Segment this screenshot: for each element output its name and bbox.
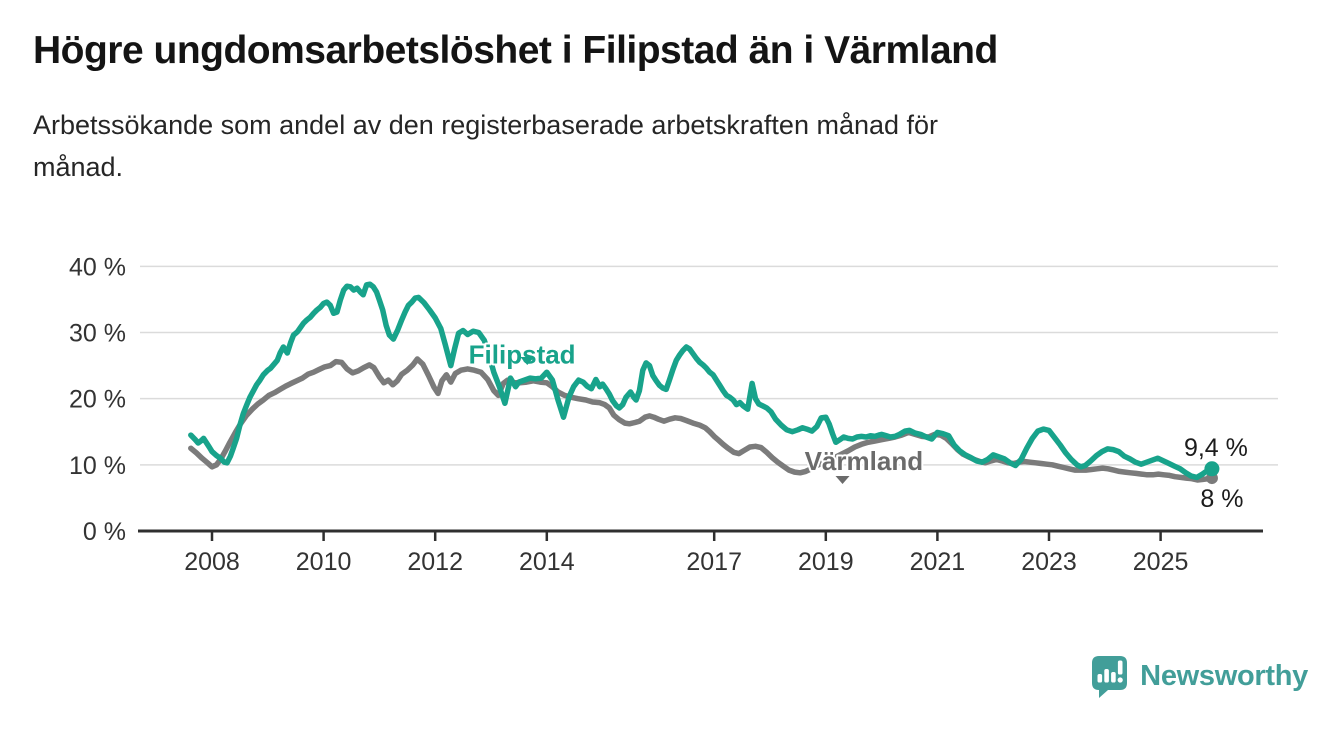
y-tick-label: 40 % — [69, 253, 126, 281]
x-tick-label: 2019 — [798, 548, 854, 576]
series-label-varmland: Värmland — [805, 446, 924, 476]
x-tick-label: 2012 — [407, 548, 463, 576]
filipstad-end-dot — [1204, 461, 1220, 477]
y-tick-label: 20 % — [69, 386, 126, 414]
varmland-line — [188, 356, 1215, 483]
x-tick-label: 2008 — [184, 548, 240, 576]
chart-header: Högre ungdomsarbetslöshet i Filipstad än… — [0, 0, 1340, 188]
y-tick-label: 0 % — [83, 518, 126, 546]
newsworthy-logo: Newsworthy — [1089, 654, 1308, 698]
page-subtitle-line-2: månad. — [33, 151, 124, 182]
filipstad-line — [188, 281, 1215, 481]
page-title: Högre ungdomsarbetslöshet i Filipstad än… — [33, 29, 998, 72]
page-subtitle-line-1: Arbetssökande som andel av den registerb… — [33, 109, 939, 140]
x-tick-label: 2023 — [1021, 548, 1077, 576]
x-tick-label: 2014 — [519, 548, 575, 576]
series-label-caret — [520, 356, 535, 365]
x-tick-label: 2017 — [686, 548, 742, 576]
page-subtitle: Arbetssökande som andel av den registerb… — [33, 105, 1253, 189]
filipstad-end-value-label: 9,4 % — [1184, 434, 1248, 462]
varmland-end-value-label: 8 % — [1200, 485, 1243, 513]
y-tick-label: 10 % — [69, 452, 126, 480]
x-tick-label: 2021 — [910, 548, 966, 576]
series-label-caret — [835, 476, 850, 485]
x-tick-label: 2025 — [1133, 548, 1189, 576]
x-tick-label: 2010 — [296, 548, 352, 576]
series-label-filipstad: Filipstad — [469, 340, 576, 370]
newsworthy-bubble-chart-icon — [1092, 656, 1128, 698]
newsworthy-logo-text: Newsworthy — [1140, 659, 1308, 692]
y-tick-label: 30 % — [69, 319, 126, 347]
